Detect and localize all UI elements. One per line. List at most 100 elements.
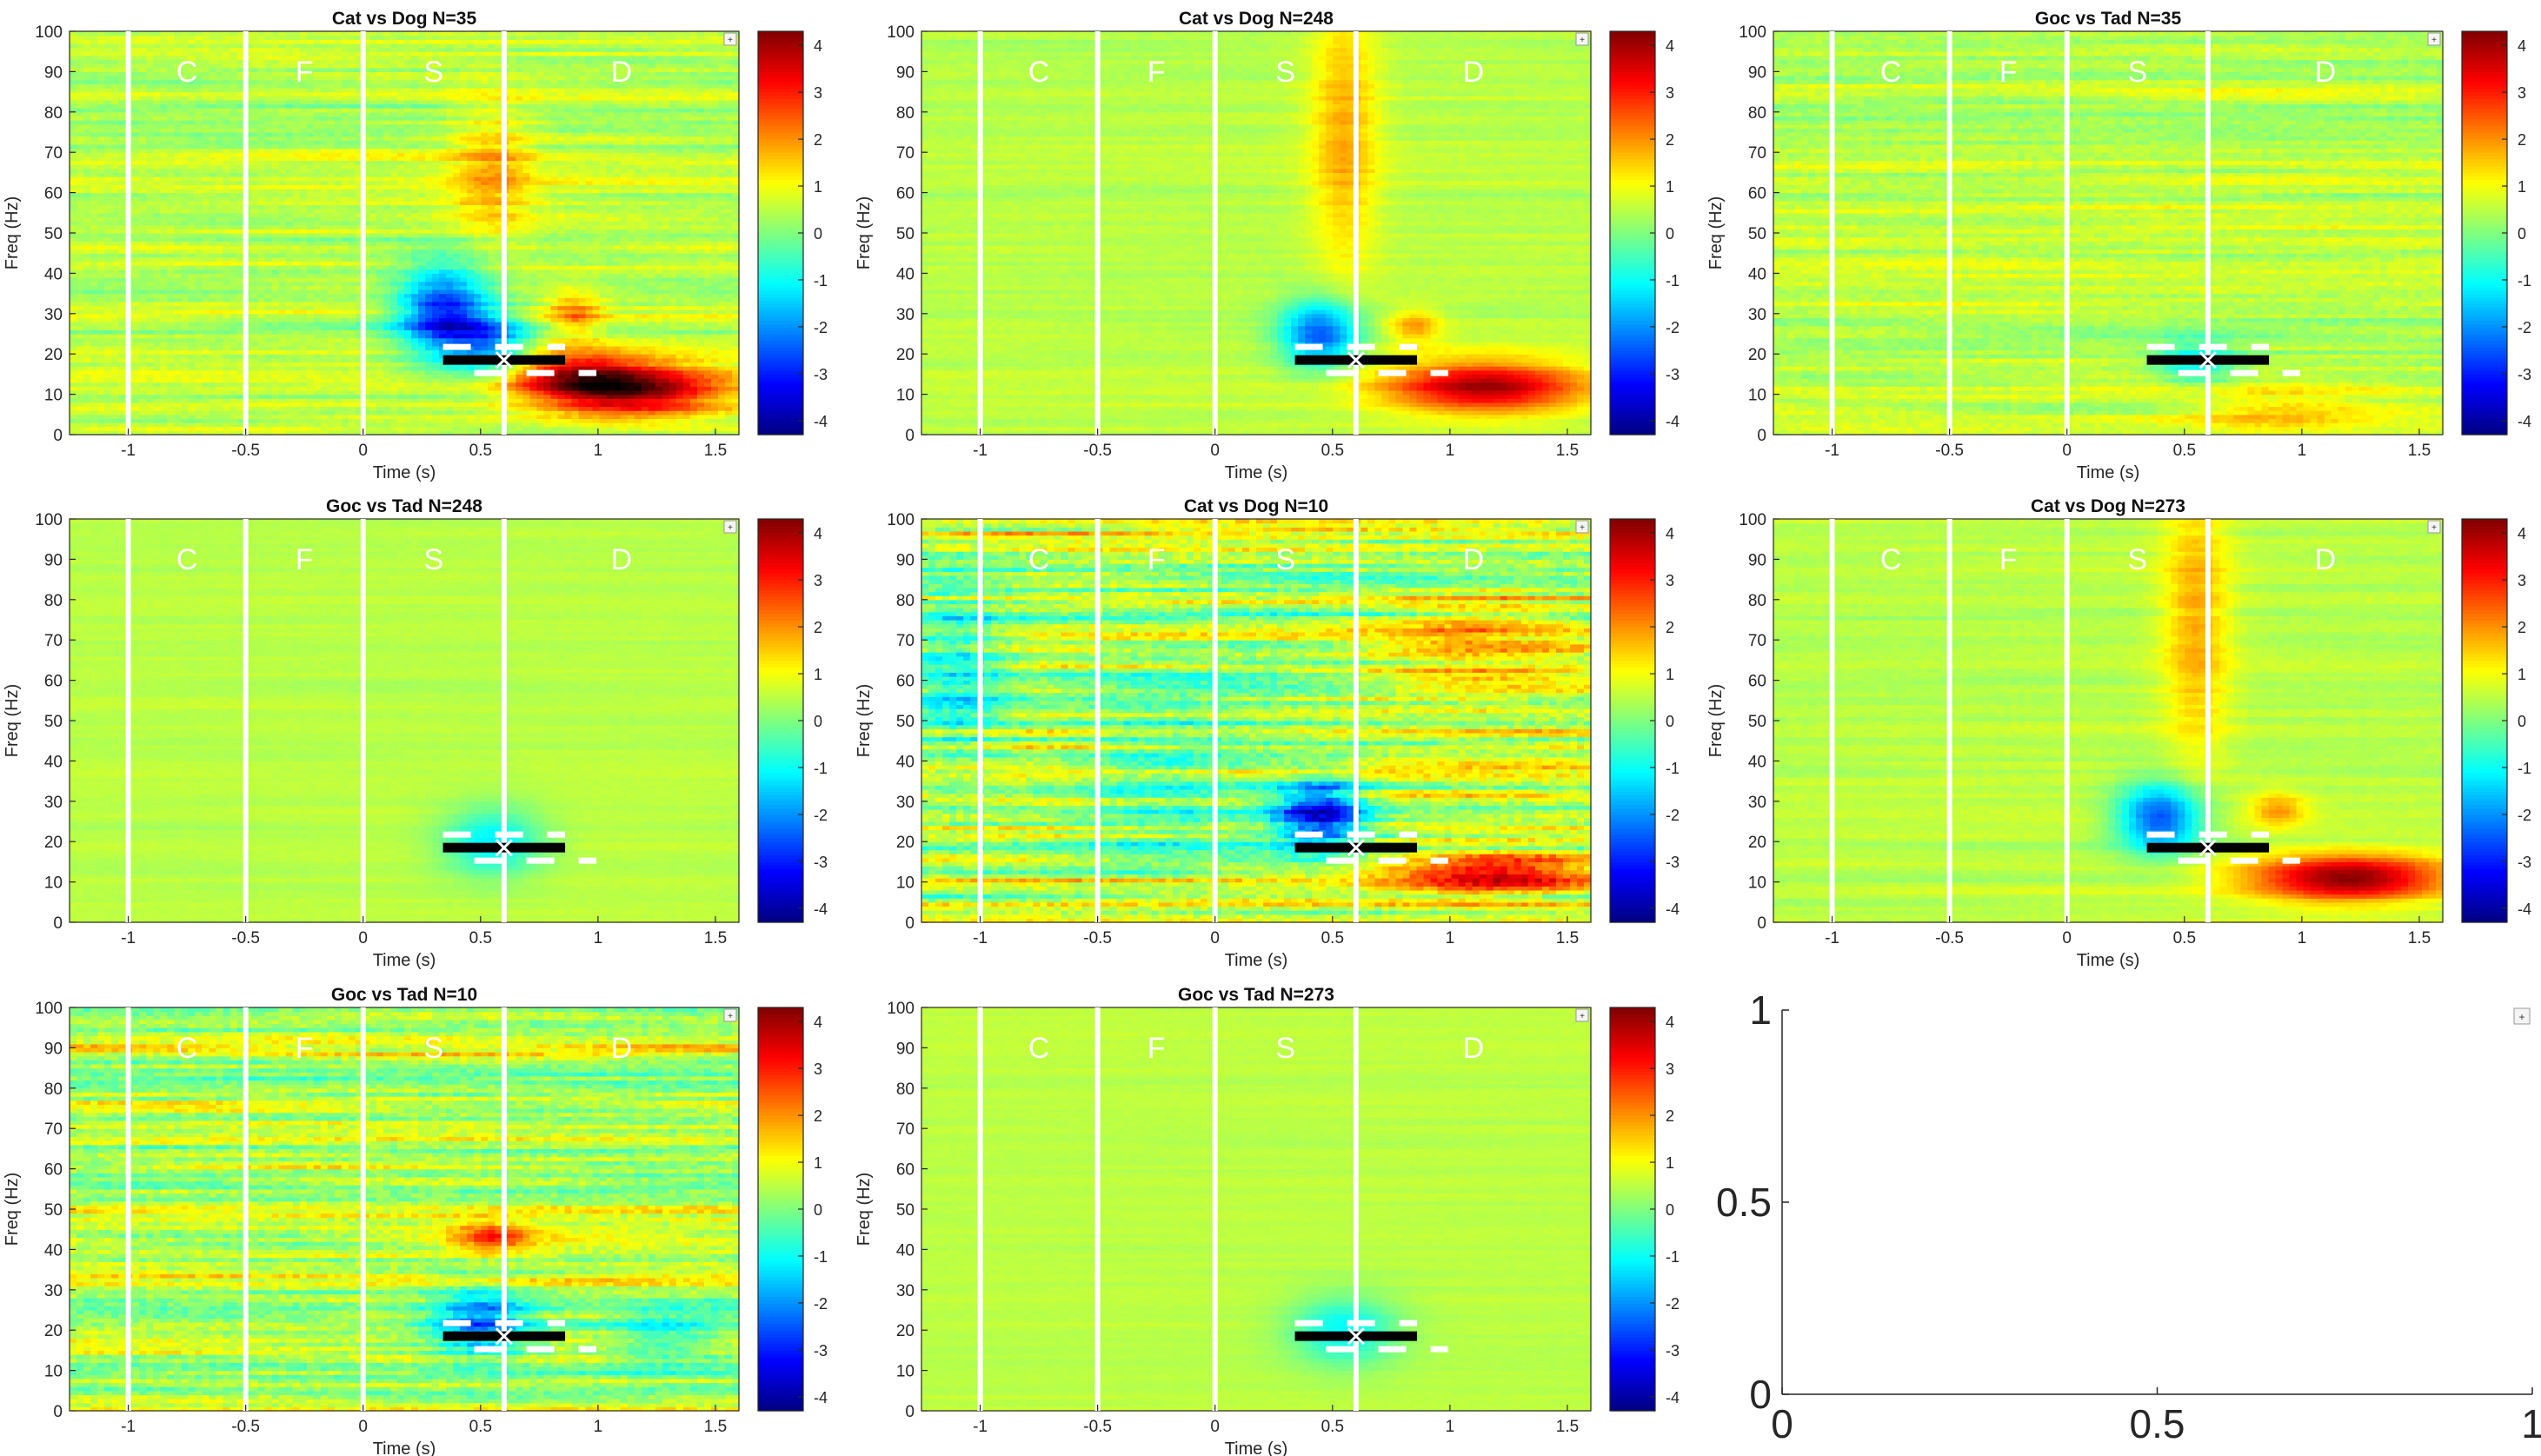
x-tick-label: 1.5 [1556, 929, 1579, 947]
y-tick-label: 20 [896, 834, 915, 852]
y-tick-label: 80 [896, 104, 915, 123]
epoch-label: D [1463, 56, 1485, 89]
y-tick-label: 0 [905, 427, 915, 445]
y-tick-label: 40 [896, 1241, 915, 1260]
colorbar-tick-label: -1 [2518, 272, 2531, 289]
panel-2: C F S D-1 -0.5 0 0.5 1 1.50102030405060708090100… [855, 9, 1680, 482]
x-tick-label: 1.5 [704, 929, 727, 947]
x-tick-label: 1 [2298, 442, 2307, 460]
panel-options-glyph: + [728, 523, 733, 533]
y-tick-label: 100 [35, 511, 63, 529]
colorbar-tick-label: 0 [1666, 1201, 1674, 1219]
panel-8: C F S D-1 -0.5 0 0.5 1 1.50102030405060708090100… [855, 985, 1680, 1456]
epoch-label: D [2315, 543, 2337, 576]
x-tick-label: 1 [2521, 1401, 2541, 1446]
colorbar [1610, 1007, 1655, 1412]
y-tick-label: 90 [44, 63, 63, 82]
y-axis-label: Freq (Hz) [1706, 196, 1726, 269]
y-tick-label: 80 [44, 1080, 63, 1099]
y-tick-label: 70 [896, 1120, 915, 1139]
colorbar-tick-label: -1 [814, 760, 828, 777]
y-tick-label: 100 [1739, 511, 1766, 529]
panel-options-glyph: + [1580, 36, 1585, 45]
panel-6: C F S D-1 -0.5 0 0.5 1 1.50102030405060708090100… [1706, 496, 2531, 970]
colorbar-tick-label: 1 [1666, 666, 1674, 683]
x-axis-label: Time (s) [1225, 463, 1288, 482]
heatmap-cells [70, 1007, 740, 1412]
x-axis-label: Time (s) [1225, 951, 1288, 970]
y-tick-label: 60 [896, 1161, 915, 1180]
colorbar-tick-label: 2 [1666, 619, 1674, 636]
x-tick-label: 0.5 [2173, 442, 2196, 460]
colorbar-tick-label: 2 [2518, 131, 2526, 149]
y-tick-label: 0 [53, 427, 63, 445]
colorbar [758, 519, 803, 923]
x-tick-label: 0 [2062, 442, 2072, 460]
x-tick-label: -0.5 [1083, 1418, 1112, 1436]
y-axis-label: Freq (Hz) [855, 684, 874, 757]
y-tick-label: 90 [1748, 63, 1766, 82]
colorbar-tick-label: -2 [1666, 319, 1680, 336]
panel-title: Cat vs Dog N=248 [1179, 9, 1334, 29]
y-tick-label: 10 [896, 387, 915, 405]
colorbar-tick-label: -3 [1666, 366, 1680, 383]
y-tick-label: 50 [896, 713, 915, 731]
colorbar-tick-label: 2 [2518, 619, 2526, 636]
x-tick-label: 0 [1771, 1401, 1793, 1446]
epoch-label: F [1999, 56, 2018, 89]
colorbar [758, 1007, 803, 1412]
y-tick-label: 70 [896, 632, 915, 650]
y-tick-label: 80 [896, 1080, 915, 1099]
panel-4: C F S D-1 -0.5 0 0.5 1 1.50102030405060708090100… [3, 496, 828, 970]
y-tick-label: 50 [1748, 713, 1766, 731]
epoch-label: S [1275, 1032, 1295, 1065]
y-tick-label: 20 [44, 346, 63, 364]
x-tick-label: -1 [973, 1418, 988, 1436]
colorbar-tick-label: 2 [814, 1107, 822, 1125]
colorbar-tick-label: 2 [1666, 131, 1674, 149]
epoch-label: C [1028, 56, 1050, 89]
x-tick-label: 1 [594, 929, 603, 947]
colorbar-tick-label: 3 [1666, 572, 1674, 589]
panel-7: C F S D-1 -0.5 0 0.5 1 1.50102030405060708090100… [3, 985, 828, 1456]
x-tick-label: -1 [121, 442, 136, 460]
colorbar-tick-label: 1 [814, 1154, 822, 1172]
x-axis-label: Time (s) [1225, 1439, 1288, 1456]
panel-1: C F S D-1 -0.5 0 0.5 1 1.50102030405060708090100… [3, 9, 828, 482]
colorbar-tick-label: 4 [1666, 1014, 1674, 1031]
panel-options-glyph: + [2431, 36, 2437, 45]
y-axis-label: Freq (Hz) [855, 1173, 874, 1246]
y-tick-label: 90 [44, 551, 63, 569]
colorbar-tick-label: -4 [814, 901, 828, 918]
colorbar-tick-label: -3 [814, 854, 828, 871]
y-tick-label: 10 [44, 1363, 63, 1381]
y-tick-label: 40 [1748, 265, 1766, 283]
x-tick-label: 1.5 [1556, 442, 1579, 460]
colorbar-tick-label: 3 [814, 84, 822, 102]
y-tick-label: 100 [887, 511, 915, 529]
epoch-label: C [1028, 543, 1050, 576]
x-tick-label: -0.5 [231, 1418, 260, 1436]
epoch-label: D [2315, 56, 2337, 89]
epoch-label: D [1463, 1032, 1485, 1065]
colorbar-tick-label: -3 [2518, 854, 2531, 871]
x-tick-label: 0 [358, 442, 368, 460]
colorbar-tick-label: 1 [814, 666, 822, 683]
y-tick-label: 20 [1748, 834, 1766, 852]
x-tick-label: 0.5 [2130, 1401, 2185, 1446]
colorbar-tick-label: 1 [814, 178, 822, 196]
y-tick-label: 0.5 [1716, 1180, 1772, 1225]
panel-title: Goc vs Tad N=273 [1178, 985, 1334, 1005]
panel-title: Goc vs Tad N=10 [331, 985, 477, 1005]
x-tick-label: -1 [973, 929, 988, 947]
y-tick-label: 50 [44, 713, 63, 731]
colorbar-tick-label: -4 [2518, 901, 2531, 918]
y-tick-label: 30 [896, 1282, 915, 1300]
y-tick-label: 40 [1748, 753, 1766, 771]
y-tick-label: 100 [887, 23, 915, 42]
x-tick-label: 0.5 [1321, 929, 1344, 947]
y-axis-label: Freq (Hz) [855, 196, 874, 269]
x-tick-label: -0.5 [1935, 929, 1964, 947]
y-tick-label: 0 [53, 914, 63, 933]
epoch-label: S [2127, 56, 2147, 89]
